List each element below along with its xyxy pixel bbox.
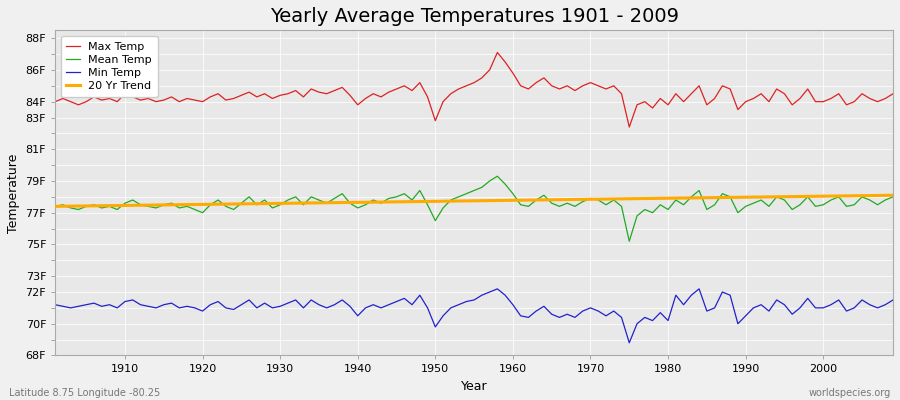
- Max Temp: [516, 83, 526, 88]
- Min Temp: [112, 306, 122, 310]
- Line: Mean Temp: Mean Temp: [55, 176, 893, 241]
- Title: Yearly Average Temperatures 1901 - 2009: Yearly Average Temperatures 1901 - 2009: [270, 7, 679, 26]
- Min Temp: [283, 301, 293, 306]
- Text: worldspecies.org: worldspecies.org: [809, 388, 891, 398]
- Max Temp: [112, 99, 122, 104]
- Max Temp: [508, 71, 518, 76]
- Min Temp: [608, 309, 619, 314]
- Mean Temp: [608, 198, 619, 202]
- Mean Temp: [516, 202, 526, 207]
- Text: Latitude 8.75 Longitude -80.25: Latitude 8.75 Longitude -80.25: [9, 388, 160, 398]
- Min Temp: [50, 302, 60, 307]
- Max Temp: [50, 99, 60, 104]
- Min Temp: [329, 302, 340, 307]
- Min Temp: [508, 302, 518, 307]
- Min Temp: [492, 286, 503, 291]
- Min Temp: [887, 298, 898, 302]
- Mean Temp: [50, 204, 60, 209]
- Line: Max Temp: Max Temp: [55, 52, 893, 127]
- Legend: Max Temp, Mean Temp, Min Temp, 20 Yr Trend: Max Temp, Mean Temp, Min Temp, 20 Yr Tre…: [60, 36, 158, 97]
- Mean Temp: [112, 207, 122, 212]
- Min Temp: [516, 314, 526, 318]
- Mean Temp: [283, 198, 293, 202]
- Mean Temp: [492, 174, 503, 179]
- Max Temp: [608, 83, 619, 88]
- Mean Temp: [624, 239, 634, 244]
- Y-axis label: Temperature: Temperature: [7, 153, 20, 232]
- Mean Temp: [329, 196, 340, 201]
- Max Temp: [329, 88, 340, 93]
- Mean Temp: [508, 191, 518, 196]
- Max Temp: [492, 50, 503, 55]
- Max Temp: [283, 91, 293, 96]
- Max Temp: [624, 125, 634, 130]
- X-axis label: Year: Year: [461, 380, 488, 393]
- Min Temp: [624, 340, 634, 345]
- Mean Temp: [887, 194, 898, 199]
- Max Temp: [887, 91, 898, 96]
- Line: Min Temp: Min Temp: [55, 289, 893, 343]
